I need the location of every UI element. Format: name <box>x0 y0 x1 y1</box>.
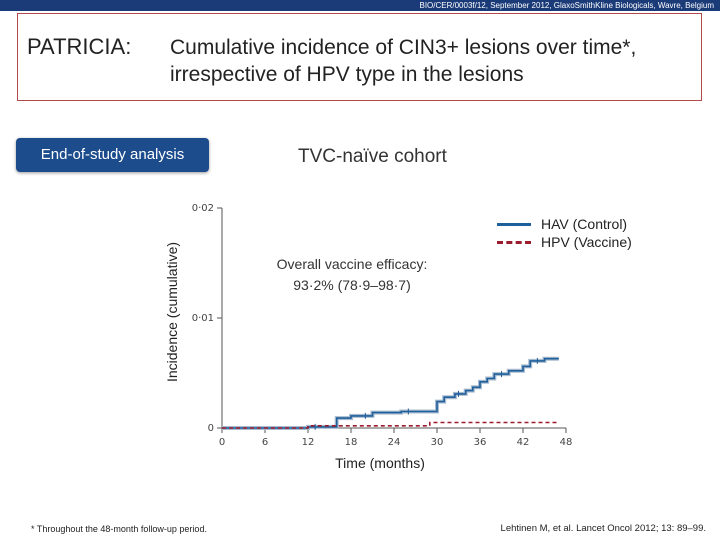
efficacy-annotation: Overall vaccine efficacy: 93·2% (78·9–98… <box>277 254 428 296</box>
legend-swatch-hpv <box>497 240 531 244</box>
x-tick-label: 36 <box>474 437 487 448</box>
cohort-label: TVC-naïve cohort <box>298 146 447 167</box>
x-tick-label: 6 <box>262 437 268 448</box>
title-box <box>17 13 702 101</box>
series-line-hav <box>222 357 559 429</box>
x-axis-label: Time (months) <box>335 455 425 471</box>
footnote: * Throughout the 48-month follow-up peri… <box>31 524 207 534</box>
chart-series <box>222 356 559 430</box>
x-tick-label: 30 <box>431 437 444 448</box>
citation: Lehtinen M, et al. Lancet Oncol 2012; 13… <box>500 523 706 534</box>
chart-axes: 0 0·01 0·02 0 6 12 18 24 30 36 42 48 <box>192 203 573 448</box>
series-line-hpv <box>222 421 559 429</box>
analysis-badge: End-of-study analysis <box>16 138 209 172</box>
y-tick-label: 0 <box>208 423 214 434</box>
x-tick-label: 42 <box>517 437 530 448</box>
title-label: PATRICIA: <box>27 34 132 59</box>
legend-item-hpv: HPV (Vaccine) <box>497 233 632 251</box>
legend-item-hav: HAV (Control) <box>497 215 632 233</box>
y-tick-label: 0·02 <box>192 203 214 214</box>
legend-swatch-hav <box>497 222 531 226</box>
efficacy-line-2: 93·2% (78·9–98·7) <box>293 277 411 293</box>
x-tick-label: 24 <box>388 437 401 448</box>
header-bar: BIO/CER/0003f/12, September 2012, GlaxoS… <box>0 0 720 11</box>
legend-label-hpv: HPV (Vaccine) <box>541 234 632 250</box>
legend-label-hav: HAV (Control) <box>541 216 628 232</box>
x-tick-label: 0 <box>219 437 225 448</box>
x-tick-label: 18 <box>345 437 358 448</box>
chart-legend: HAV (Control) HPV (Vaccine) <box>497 215 632 251</box>
slide-id: BIO/CER/0003f/12, September 2012, GlaxoS… <box>419 1 714 10</box>
y-axis-label: Incidence (cumulative) <box>164 241 180 383</box>
series-ci-band-hav <box>222 356 559 430</box>
x-tick-label: 48 <box>560 437 573 448</box>
efficacy-line-1: Overall vaccine efficacy: <box>276 256 428 272</box>
y-tick-label: 0·01 <box>192 313 214 324</box>
x-tick-label: 12 <box>302 437 315 448</box>
slide-title: Cumulative incidence of CIN3+ lesions ov… <box>170 36 637 86</box>
